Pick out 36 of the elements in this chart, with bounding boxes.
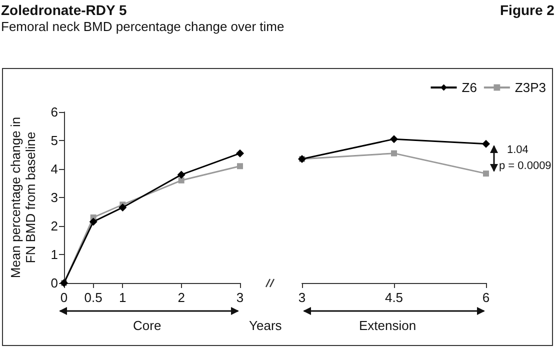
point — [89, 218, 98, 226]
point — [391, 150, 397, 156]
point — [118, 203, 127, 212]
y-tick-label: 3 — [50, 190, 58, 205]
y-axis-title: Mean percentage change in FN BMD from baseline — [8, 116, 38, 278]
text: p = 0.0009 — [499, 160, 552, 172]
x-tick-label: 6 — [482, 290, 490, 305]
y-tick-label: 1 — [50, 247, 58, 262]
caption: Figure 2 — [500, 2, 554, 18]
x-tick-label: 2 — [178, 290, 185, 305]
x-tick-label: 4.5 — [384, 290, 404, 305]
point — [390, 135, 398, 144]
point — [178, 177, 184, 184]
y-tick-label: 6 — [50, 104, 58, 120]
x-tick-label: 3 — [236, 290, 244, 305]
y-tick-label: 4 — [50, 162, 58, 176]
x-tick-label: 0 — [60, 290, 68, 305]
x-tick-label: 0.5 — [84, 290, 102, 305]
point — [237, 163, 243, 170]
text: Extension — [359, 318, 416, 333]
y-tick-label: 0 — [50, 276, 58, 290]
point — [177, 170, 186, 179]
x-tick-label: 3 — [298, 290, 306, 305]
point — [236, 149, 244, 158]
chart-title: Zoledronate-RDY 5 — [1, 2, 127, 18]
chart-subtitle: Femoral neck BMD percentage change over time — [1, 19, 284, 34]
text: Years — [249, 318, 282, 333]
y-tick-label: 2 — [50, 218, 58, 234]
legend-label: Z6 — [462, 80, 477, 95]
legend-label: Z3P3 — [514, 80, 546, 95]
text: 1.04 — [507, 144, 528, 156]
point — [482, 140, 490, 148]
x-tick-label: 1 — [119, 290, 126, 305]
text: Core — [133, 318, 162, 333]
y-tick-label: 5 — [50, 133, 58, 148]
point — [483, 170, 489, 177]
